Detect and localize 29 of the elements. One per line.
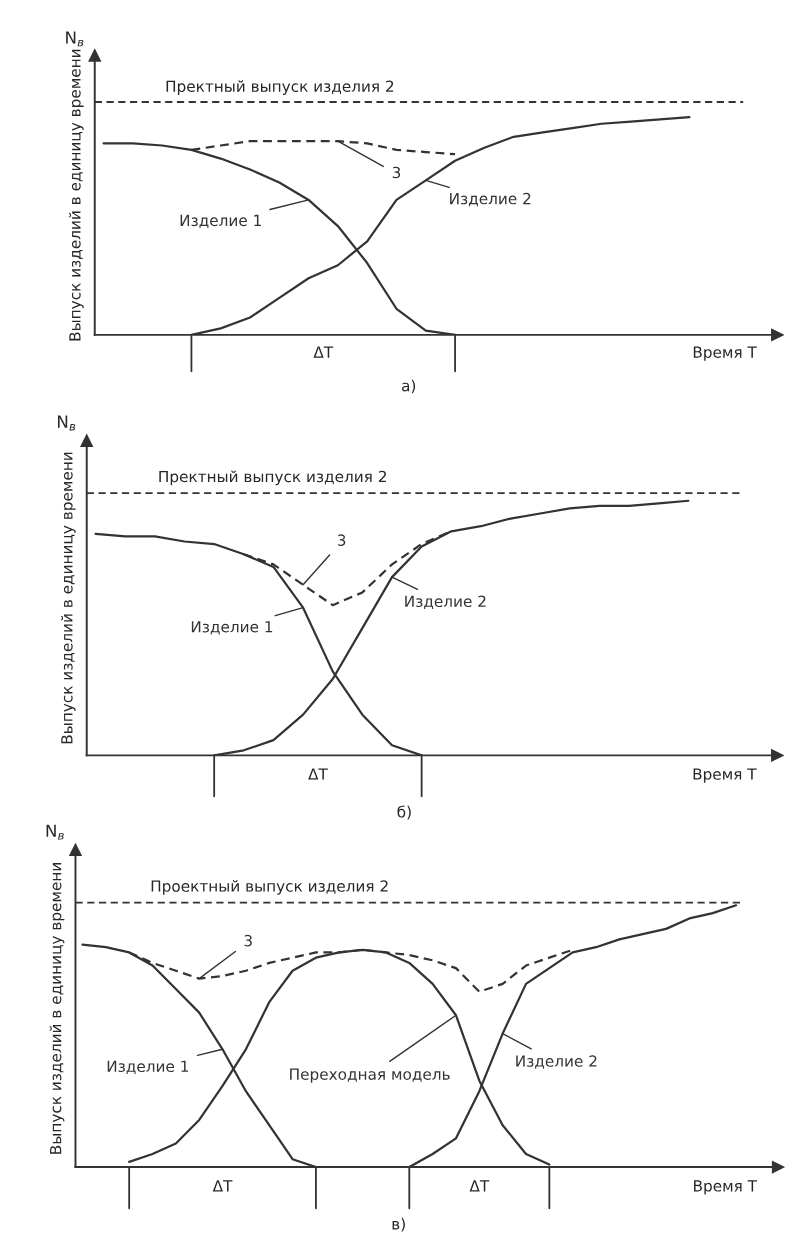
x-axis-title: Время T bbox=[694, 1180, 758, 1195]
y-axis-title: Выпуск изделий в единицу времени bbox=[68, 49, 84, 341]
legend-label: Изделие 2 bbox=[405, 595, 486, 609]
text: 3 bbox=[337, 534, 346, 546]
text: ΔT bbox=[212, 1180, 233, 1192]
text: N$_{в}$ bbox=[46, 824, 64, 840]
series-label: Переходная модель bbox=[290, 1068, 450, 1083]
text: б) bbox=[397, 805, 411, 820]
text: N$_{в}$ bbox=[58, 415, 76, 431]
legend-label: Изделие 2 bbox=[516, 1055, 597, 1069]
x-axis-title: Время T bbox=[693, 346, 757, 361]
x-axis-title: Время T bbox=[693, 768, 757, 783]
ref-line-label: Проектный выпуск изделия 2 bbox=[151, 880, 388, 895]
series-label: 3 bbox=[392, 166, 401, 179]
ref-line-label: Пректный выпуск изделия 2 bbox=[166, 80, 394, 95]
y-axis-title: Выпуск изделий в единицу времени bbox=[60, 452, 76, 744]
text: в) bbox=[392, 1217, 405, 1232]
legend-label: Изделие 2 bbox=[450, 192, 531, 207]
y-axis-title: Выпуск изделий в единицу времени bbox=[49, 863, 65, 1154]
ref-line-label: Пректный выпуск изделия 2 bbox=[159, 470, 386, 486]
text: N$_{в}$ bbox=[66, 31, 84, 47]
text: ΔT bbox=[469, 1180, 490, 1192]
text: а) bbox=[401, 379, 416, 394]
text: ΔT bbox=[313, 346, 334, 358]
text: ΔT bbox=[308, 768, 328, 780]
text: Изделие 1 bbox=[107, 1060, 189, 1074]
text: Изделие 1 bbox=[180, 214, 261, 229]
series-label: 3 bbox=[244, 934, 252, 947]
text: Изделие 1 bbox=[191, 621, 273, 635]
